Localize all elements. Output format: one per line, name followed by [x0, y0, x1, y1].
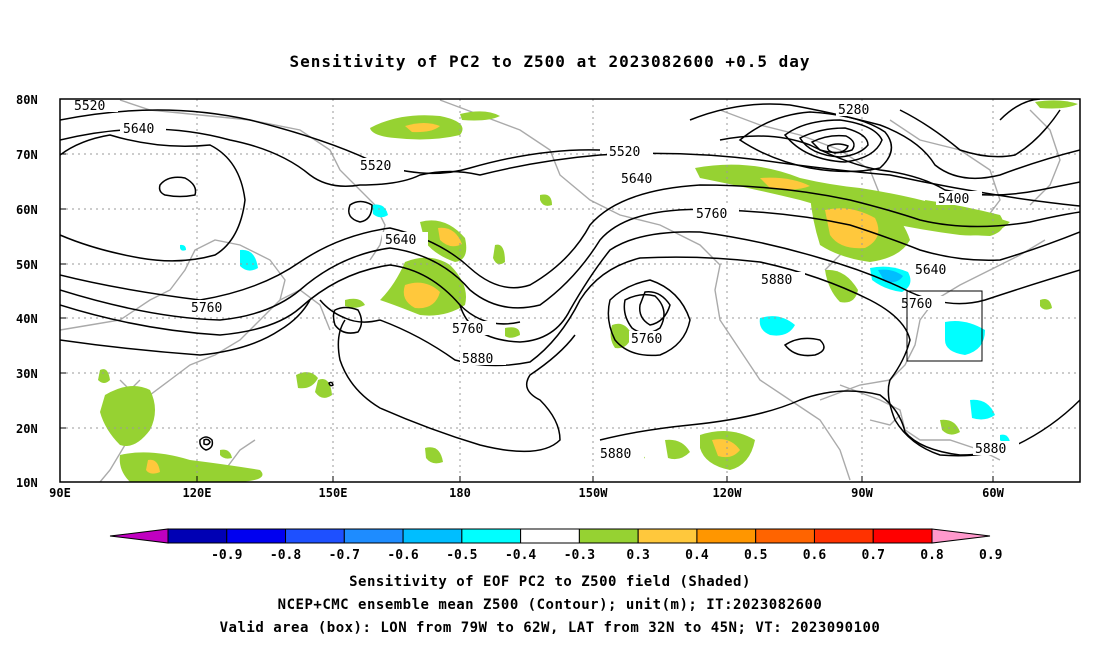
- contour-label: 5880: [761, 273, 792, 288]
- lat-label: 80N: [16, 93, 38, 107]
- lat-label: 70N: [16, 148, 38, 162]
- colorbar-swatch: [872, 528, 933, 544]
- colorbar-min-arrow: [109, 528, 169, 544]
- contour-label: 5640: [385, 233, 416, 248]
- contour-label: 5760: [631, 332, 662, 347]
- caption-line-3: Valid area (box): LON from 79W to 62W, L…: [219, 620, 881, 636]
- lon-label: 180: [449, 486, 471, 500]
- colorbar-swatch: [285, 528, 345, 544]
- contour-label: 5520: [74, 99, 105, 114]
- colorbar-tick-label: 0.7: [861, 548, 884, 563]
- colorbar-tick-label: 0.9: [979, 548, 1002, 563]
- graticule: [60, 99, 1080, 482]
- figure-title: Sensitivity of PC2 to Z500 at 2023082600…: [289, 52, 811, 71]
- z500-contours: [60, 99, 1080, 457]
- colorbar-max-arrow: [931, 528, 991, 544]
- contour-label: 5880: [462, 352, 493, 367]
- contour-label: 5640: [621, 172, 652, 187]
- contour-label: 5760: [191, 301, 222, 316]
- axis-ticks: [60, 98, 994, 483]
- colorbar-swatch: [696, 528, 757, 544]
- colorbar-swatch: [226, 528, 287, 544]
- contour-label: 5400: [938, 192, 969, 207]
- colorbar-tick-label: -0.3: [564, 548, 595, 563]
- colorbar-swatch: [637, 528, 698, 544]
- valid-area-box: [906, 290, 983, 362]
- contour-label: 5880: [600, 447, 631, 462]
- lat-label: 40N: [16, 312, 38, 326]
- colorbar-tick-label: 0.6: [803, 548, 827, 563]
- colorbar-tick-label: -0.4: [505, 548, 536, 563]
- contour-label: 5520: [360, 159, 391, 174]
- contour-labels: 5520 5640 5520 5520 5640 5280 5640 5760 …: [72, 98, 1019, 462]
- contour-label: 5760: [696, 207, 727, 222]
- lon-label: 120W: [713, 486, 743, 500]
- colorbar-tick-label: -0.5: [446, 548, 477, 563]
- lon-label: 120E: [183, 486, 212, 500]
- colorbar-tick-label: 0.3: [626, 548, 649, 563]
- contour-label: 5760: [901, 297, 932, 312]
- lon-label: 90W: [851, 486, 873, 500]
- map-frame: [59, 98, 1081, 483]
- colorbar-tick-label: -0.9: [211, 548, 242, 563]
- longitude-labels: 90E 120E 150E 180 150W 120W 90W 60W: [49, 486, 1004, 500]
- caption-line-1: Sensitivity of EOF PC2 to Z500 field (Sh…: [349, 574, 751, 590]
- colorbar-tick-label: 0.4: [685, 548, 709, 563]
- lat-label: 30N: [16, 367, 38, 381]
- colorbar-tick-label: 0.5: [744, 548, 767, 563]
- lon-label: 60W: [982, 486, 1004, 500]
- colorbar-tick-label: -0.6: [387, 548, 418, 563]
- lon-label: 150W: [579, 486, 609, 500]
- lat-label: 20N: [16, 422, 38, 436]
- lon-label: 150E: [319, 486, 348, 500]
- contour-label: 5760: [452, 322, 483, 337]
- colorbar-swatch: [813, 528, 874, 544]
- colorbar-tick-label: -0.7: [329, 548, 360, 563]
- contour-label: 5640: [915, 263, 946, 278]
- caption-line-2: NCEP+CMC ensemble mean Z500 (Contour); u…: [277, 597, 823, 613]
- lon-label: 90E: [49, 486, 71, 500]
- contour-label: 5880: [975, 442, 1006, 457]
- colorbar-swatch: [343, 528, 404, 544]
- colorbar-swatch: [578, 528, 639, 544]
- colorbar-swatch: [755, 528, 815, 544]
- lat-label: 10N: [16, 476, 38, 490]
- contour-label: 5640: [123, 122, 154, 137]
- colorbar-swatch: [461, 528, 522, 544]
- colorbar-swatch: [167, 528, 228, 544]
- contour-label: 5520: [609, 145, 640, 160]
- contour-label: 5280: [838, 103, 869, 118]
- colorbar-swatch: [520, 528, 580, 544]
- colorbar-swatch: [402, 528, 463, 544]
- latitude-labels: 80N 70N 60N 50N 40N 30N 20N 10N: [16, 93, 38, 490]
- negative-sensitivity-shading: [180, 204, 1010, 444]
- lat-label: 60N: [16, 203, 38, 217]
- colorbar-tick-label: 0.8: [920, 548, 944, 563]
- colorbar: -0.9 -0.8 -0.7 -0.6 -0.5 -0.4 -0.3 0.3 0.4 0.5 0.6…: [109, 528, 1003, 563]
- colorbar-tick-label: -0.8: [270, 548, 301, 563]
- lat-label: 50N: [16, 258, 38, 272]
